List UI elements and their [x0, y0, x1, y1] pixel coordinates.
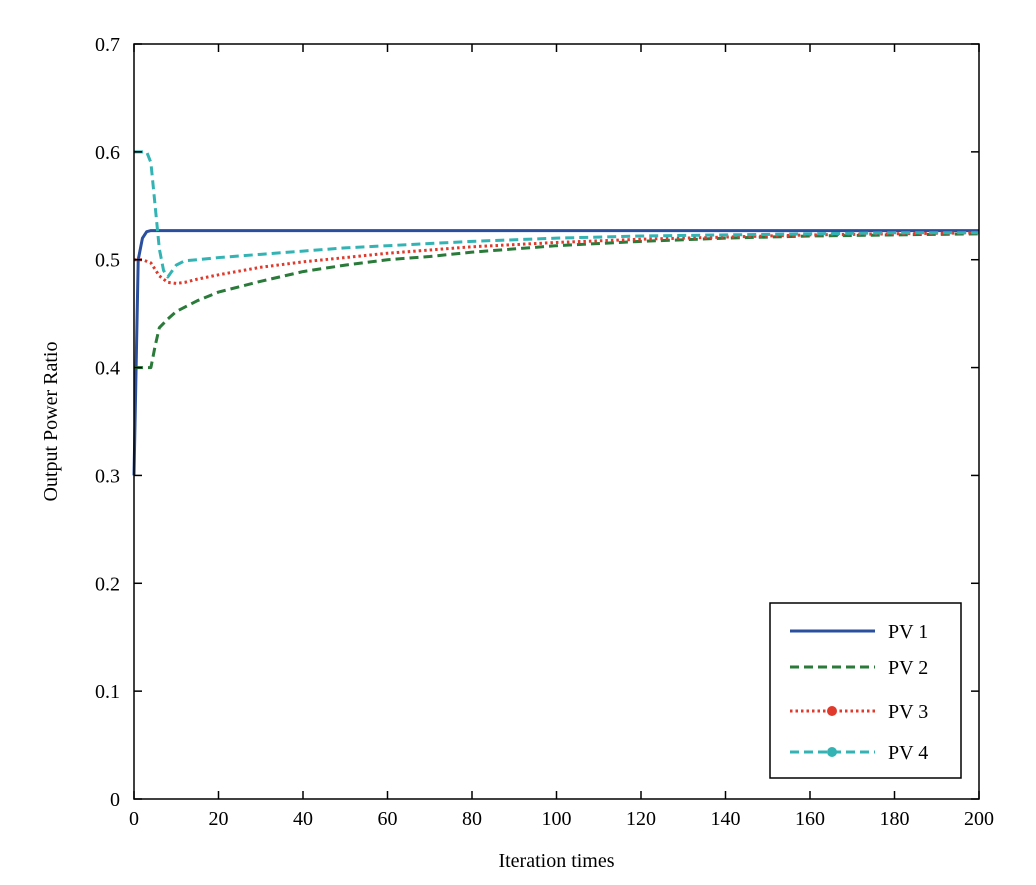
series-line-pv-3 [134, 231, 980, 285]
series-line-pv-1 [132, 229, 979, 476]
x-tick-label: 40 [293, 808, 313, 830]
series-layer [132, 150, 980, 476]
x-tick-label: 200 [964, 808, 994, 830]
y-tick-label: 0.4 [95, 358, 120, 380]
legend-marker-pv-3 [827, 706, 837, 716]
legend-marker-pv-4 [827, 747, 837, 757]
y-tick-label: 0 [110, 789, 120, 811]
y-tick-label: 0.5 [95, 250, 120, 272]
x-tick-label: 140 [711, 808, 741, 830]
legend-label-pv-1: PV 1 [888, 621, 928, 643]
y-tick-label: 0.2 [95, 573, 120, 595]
x-tick-label: 60 [378, 808, 398, 830]
legend-label-pv-4: PV 4 [888, 742, 928, 764]
x-tick-label: 20 [209, 808, 229, 830]
y-axis-title: Output Power Ratio [40, 342, 62, 502]
legend: PV 1 PV 2 PV 3 PV 4 [769, 602, 962, 779]
x-tick-label: 160 [795, 808, 825, 830]
y-axis: 0 0.1 0.2 0.3 0.4 0.5 0.6 0.7 [95, 34, 979, 811]
x-tick-label: 80 [462, 808, 482, 830]
x-tick-label: 180 [880, 808, 910, 830]
y-tick-label: 0.6 [95, 142, 120, 164]
series-line-pv-2 [134, 232, 980, 370]
x-tick-label: 100 [542, 808, 572, 830]
x-axis-title: Iteration times [498, 850, 614, 872]
series-line-pv-4 [134, 150, 979, 279]
y-tick-label: 0.1 [95, 681, 120, 703]
legend-label-pv-3: PV 3 [888, 701, 928, 723]
x-axis: 0 20 40 60 80 100 120 140 160 180 200 [129, 44, 994, 830]
y-tick-label: 0.7 [95, 34, 120, 56]
y-tick-label: 0.3 [95, 465, 120, 487]
legend-label-pv-2: PV 2 [888, 657, 928, 679]
x-tick-label: 0 [129, 808, 139, 830]
x-tick-label: 120 [626, 808, 656, 830]
